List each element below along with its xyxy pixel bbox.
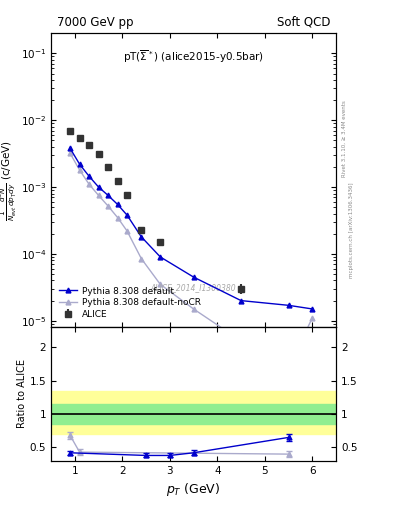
Text: 7000 GeV pp: 7000 GeV pp xyxy=(57,16,133,29)
Pythia 8.308 default xyxy=(239,297,243,304)
Bar xyxy=(51,391,336,434)
Pythia 8.308 default xyxy=(191,274,196,280)
Line: Pythia 8.308 default: Pythia 8.308 default xyxy=(68,146,315,311)
Pythia 8.308 default xyxy=(77,161,82,167)
Pythia 8.308 default xyxy=(139,234,144,240)
Pythia 8.308 default xyxy=(87,173,92,179)
Pythia 8.308 default xyxy=(68,145,72,152)
Pythia 8.308 default-noCR xyxy=(77,167,82,173)
Text: Rivet 3.1.10, ≥ 3.4M events: Rivet 3.1.10, ≥ 3.4M events xyxy=(342,100,346,177)
Line: Pythia 8.308 default-noCR: Pythia 8.308 default-noCR xyxy=(68,151,315,370)
Legend: Pythia 8.308 default, Pythia 8.308 default-noCR, ALICE: Pythia 8.308 default, Pythia 8.308 defau… xyxy=(55,283,204,323)
Bar xyxy=(51,404,336,424)
Pythia 8.308 default-noCR xyxy=(239,338,243,344)
Pythia 8.308 default-noCR xyxy=(286,365,291,371)
Text: mcplots.cern.ch [arXiv:1306.3436]: mcplots.cern.ch [arXiv:1306.3436] xyxy=(349,183,354,278)
Pythia 8.308 default xyxy=(96,184,101,190)
Text: Soft QCD: Soft QCD xyxy=(277,16,330,29)
Pythia 8.308 default-noCR xyxy=(96,193,101,199)
Pythia 8.308 default xyxy=(286,302,291,308)
Pythia 8.308 default-noCR xyxy=(310,315,315,321)
Pythia 8.308 default xyxy=(158,254,163,260)
Pythia 8.308 default-noCR xyxy=(87,181,92,187)
Pythia 8.308 default-noCR xyxy=(191,306,196,312)
Pythia 8.308 default-noCR xyxy=(158,281,163,287)
Y-axis label: Ratio to ALICE: Ratio to ALICE xyxy=(17,359,27,429)
Pythia 8.308 default xyxy=(125,212,129,218)
Pythia 8.308 default xyxy=(106,193,110,199)
Pythia 8.308 default xyxy=(115,201,120,207)
Pythia 8.308 default xyxy=(310,306,315,312)
Y-axis label: $\frac{1}{N_{evt}}\frac{d^2N}{dp_{T}dy}$ (c/GeV): $\frac{1}{N_{evt}}\frac{d^2N}{dp_{T}dy}$… xyxy=(0,140,18,221)
Pythia 8.308 default-noCR xyxy=(115,215,120,221)
Pythia 8.308 default-noCR xyxy=(106,203,110,209)
Pythia 8.308 default-noCR xyxy=(125,228,129,234)
Text: ALICE_2014_I1300380: ALICE_2014_I1300380 xyxy=(151,283,236,292)
X-axis label: $p_{T}$ (GeV): $p_{T}$ (GeV) xyxy=(166,481,221,498)
Pythia 8.308 default-noCR xyxy=(68,150,72,156)
Pythia 8.308 default-noCR xyxy=(139,255,144,262)
Text: pT($\overline{\Sigma}^*$) (alice2015-y0.5bar): pT($\overline{\Sigma}^*$) (alice2015-y0.… xyxy=(123,48,264,65)
